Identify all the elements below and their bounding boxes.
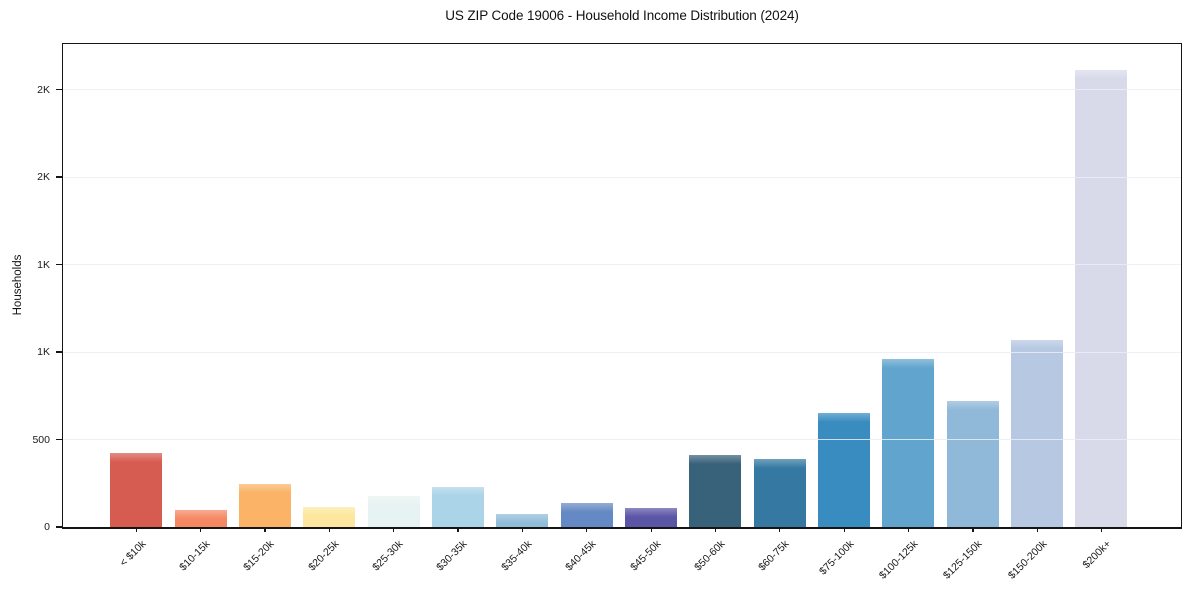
x-tick-mark bbox=[586, 527, 588, 532]
plot-area bbox=[55, 43, 1182, 532]
bar-100-125k bbox=[882, 359, 935, 527]
x-tick-mark bbox=[650, 527, 652, 532]
x-tick-mark bbox=[1036, 527, 1038, 532]
x-tick-mark bbox=[135, 527, 137, 532]
bar-35-40k bbox=[496, 513, 549, 527]
y-tick-mark bbox=[55, 526, 62, 528]
bar-10-15k bbox=[174, 509, 227, 527]
bar-15-20k bbox=[238, 484, 291, 527]
x-tick-mark bbox=[521, 527, 524, 532]
x-tick-mark bbox=[843, 527, 845, 532]
bar-25-30k bbox=[367, 496, 420, 527]
y-tick-label: 0 bbox=[44, 521, 50, 533]
y-tick-mark bbox=[55, 438, 62, 441]
y-tick-label: 500 bbox=[32, 433, 50, 446]
x-tick-mark bbox=[264, 527, 266, 532]
x-tick-mark bbox=[200, 527, 202, 532]
bar-150-200k bbox=[1011, 339, 1064, 527]
x-tick-mark bbox=[1100, 527, 1103, 532]
y-tick-label: 2K bbox=[37, 83, 50, 96]
x-tick-mark bbox=[972, 527, 974, 532]
y-tick-mark bbox=[55, 176, 62, 178]
gridline-1k bbox=[63, 351, 1181, 353]
y-tick-mark bbox=[55, 88, 62, 91]
bar-50-60k bbox=[689, 455, 742, 527]
bar-60-75k bbox=[753, 458, 806, 527]
bar-75-100k bbox=[818, 413, 871, 527]
bar-40-45k bbox=[560, 502, 613, 527]
gridline-1k bbox=[63, 264, 1181, 265]
x-tick-mark bbox=[907, 527, 910, 532]
y-tick-mark bbox=[55, 263, 62, 266]
x-tick-mark bbox=[779, 527, 781, 532]
x-tick-mark bbox=[393, 527, 395, 532]
x-tick-label: < $10k bbox=[117, 538, 149, 569]
y-axis-label: Households bbox=[12, 254, 24, 316]
bar-200k+ bbox=[1075, 70, 1128, 527]
bar-20-25k bbox=[303, 506, 356, 527]
gridline-2k bbox=[63, 89, 1181, 90]
bar-30-35k bbox=[431, 486, 484, 527]
chart-title: US ZIP Code 19006 - Household Income Dis… bbox=[445, 8, 799, 23]
gridline-2k bbox=[63, 176, 1181, 178]
gridline-500 bbox=[63, 439, 1181, 440]
bar-45-50k bbox=[625, 507, 677, 527]
y-tick-mark bbox=[55, 351, 62, 353]
bar-125-150k bbox=[946, 401, 999, 527]
y-tick-label: 2K bbox=[37, 171, 50, 183]
x-tick-mark bbox=[328, 527, 331, 532]
x-tick-mark bbox=[714, 527, 717, 532]
bar-10k bbox=[110, 452, 163, 527]
x-tick-mark bbox=[457, 527, 459, 532]
y-tick-label: 1K bbox=[37, 346, 50, 358]
y-tick-label: 1K bbox=[37, 258, 50, 271]
